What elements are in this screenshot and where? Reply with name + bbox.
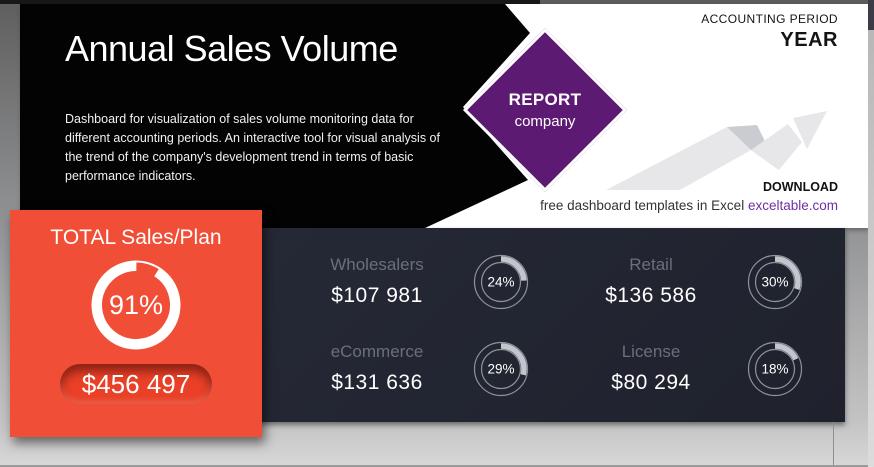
total-card: TOTAL Sales/Plan 91% $456 497 — [10, 210, 262, 437]
gauge-outer-ring — [473, 254, 529, 309]
arrow-growth-icon — [606, 111, 827, 190]
metric-label: License — [621, 342, 681, 361]
gauge-inner-ring — [480, 261, 522, 302]
download-link[interactable]: exceltable.com — [747, 198, 838, 213]
accounting-period: ACCOUNTING PERIOD YEAR — [701, 12, 838, 52]
gauge-outer-ring — [747, 341, 803, 396]
metric-cell: License $80 294 18% — [564, 325, 838, 412]
total-card-title: TOTAL Sales/Plan — [50, 226, 222, 249]
page-title: Annual Sales Volume — [65, 28, 398, 69]
metric-label: Retail — [629, 255, 673, 274]
slide-bottom-edge — [0, 465, 874, 467]
slide-guide-line — [833, 422, 834, 467]
header-description: Dashboard for visualization of sales vol… — [65, 112, 440, 183]
metric-label: Wholesalers — [330, 255, 424, 274]
metric-percent-value: 29% — [487, 361, 514, 376]
scrollbar-thumb[interactable] — [868, 0, 874, 30]
header-card: Annual Sales Volume Dashboard for visual… — [20, 4, 868, 228]
report-badge-content: REPORT company — [482, 52, 608, 168]
black-header-shape — [20, 4, 530, 228]
metric-donut-gauge: 30% — [747, 254, 803, 309]
gauge-arc — [749, 255, 801, 308]
download-block: DOWNLOAD free dashboard templates in Exc… — [540, 180, 838, 213]
download-tagline-text: free dashboard templates in Excel — [540, 198, 748, 213]
accounting-period-value[interactable]: YEAR — [780, 29, 838, 51]
gauge-arc — [749, 342, 801, 395]
gauge-outer-ring — [473, 341, 529, 396]
metrics-grid: Wholesalers $107 981 24% Retail $136 586… — [290, 238, 838, 412]
report-badge-title: REPORT — [508, 90, 582, 109]
scrollbar[interactable] — [868, 0, 874, 467]
metric-donut-gauge: 29% — [473, 341, 529, 396]
gauge-outer-ring — [747, 254, 803, 309]
accounting-period-label: ACCOUNTING PERIOD — [701, 12, 838, 26]
download-label: DOWNLOAD — [763, 180, 838, 194]
metric-amount: $80 294 — [611, 371, 691, 394]
metric-text: Wholesalers $107 981 — [298, 255, 456, 308]
metric-amount: $107 981 — [331, 284, 423, 307]
metric-donut-gauge: 18% — [747, 341, 803, 396]
download-tagline: free dashboard templates in Excel excelt… — [540, 198, 838, 213]
metric-amount: $131 636 — [331, 371, 423, 394]
metric-text: License $80 294 — [572, 342, 730, 395]
total-amount-button[interactable]: $456 497 — [60, 364, 212, 404]
total-donut-gauge: 91% — [91, 260, 181, 350]
metric-percent-value: 18% — [761, 361, 788, 376]
metric-cell: Wholesalers $107 981 24% — [290, 238, 564, 325]
gauge-inner-ring — [754, 348, 796, 389]
gauge-inner-ring — [754, 261, 796, 302]
total-percent-value: 91% — [109, 290, 163, 320]
gauge-inner-ring — [480, 348, 522, 389]
metric-label: eCommerce — [330, 342, 424, 361]
metric-text: Retail $136 586 — [572, 255, 730, 308]
metric-percent-value: 24% — [487, 274, 514, 289]
slide-top-edge — [0, 0, 540, 4]
metric-text: eCommerce $131 636 — [298, 342, 456, 395]
gauge-arc — [475, 342, 527, 395]
metric-cell: Retail $136 586 30% — [564, 238, 838, 325]
gauge-arc — [475, 255, 527, 308]
metric-cell: eCommerce $131 636 29% — [290, 325, 564, 412]
metric-amount: $136 586 — [605, 284, 697, 307]
report-badge-subtitle: company — [514, 113, 576, 130]
metric-donut-gauge: 24% — [473, 254, 529, 309]
metric-percent-value: 30% — [761, 274, 788, 289]
